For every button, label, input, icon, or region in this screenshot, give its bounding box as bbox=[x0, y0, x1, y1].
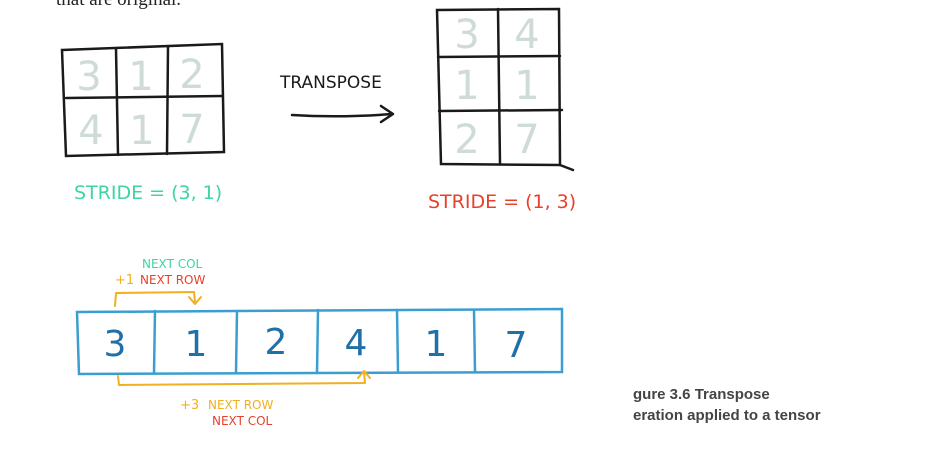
upper-step-label: +1 bbox=[115, 273, 134, 288]
transposed-cell: 7 bbox=[514, 117, 539, 163]
transposed-cell: 3 bbox=[454, 12, 479, 58]
storage-divider bbox=[472, 308, 477, 374]
figure-caption-line-1: gure 3.6 Transpose bbox=[633, 386, 770, 403]
transposed-cell: 4 bbox=[514, 12, 539, 58]
transposed-matrix-tail bbox=[558, 163, 575, 172]
upper-stride-bracket bbox=[114, 291, 202, 307]
storage-digits: 3 1 2 4 1 7 bbox=[104, 322, 528, 366]
lower-next-row-label: NEXT ROW bbox=[208, 398, 273, 412]
original-cell: 7 bbox=[179, 107, 204, 153]
original-cell: 1 bbox=[128, 54, 153, 100]
transposed-matrix bbox=[435, 7, 575, 172]
storage-divider bbox=[152, 309, 157, 375]
original-matrix-digits: 3 1 2 4 1 7 bbox=[76, 52, 204, 154]
storage-divider bbox=[395, 308, 400, 374]
storage-cell: 4 bbox=[345, 323, 368, 364]
storage-divider bbox=[234, 309, 239, 375]
storage-strip bbox=[75, 307, 564, 376]
transposed-matrix-digits: 3 4 1 1 2 7 bbox=[454, 12, 539, 163]
storage-strip-border bbox=[75, 307, 564, 376]
transpose-arrow bbox=[290, 104, 395, 124]
upper-next-col-label: NEXT COL bbox=[142, 257, 203, 271]
original-matrix-col-line bbox=[114, 47, 120, 157]
original-cell: 3 bbox=[76, 54, 101, 100]
transposed-cell: 1 bbox=[514, 63, 539, 109]
original-cell: 4 bbox=[78, 108, 103, 154]
original-matrix-col-line bbox=[165, 45, 170, 156]
storage-cell: 2 bbox=[265, 322, 288, 363]
figure-caption-line-2: eration applied to a tensor bbox=[633, 407, 821, 424]
lower-step-label: +3 bbox=[180, 398, 199, 413]
original-matrix bbox=[60, 42, 226, 158]
storage-divider bbox=[315, 308, 320, 375]
storage-cell: 1 bbox=[425, 324, 448, 365]
storage-cell: 3 bbox=[104, 324, 127, 365]
transpose-label: TRANSPOSE bbox=[279, 73, 382, 93]
transposed-cell: 2 bbox=[454, 117, 479, 163]
transposed-matrix-col-line bbox=[496, 7, 502, 166]
original-cell: 2 bbox=[179, 52, 204, 98]
top-text: that are original. bbox=[56, 0, 181, 11]
original-cell: 1 bbox=[129, 108, 154, 154]
original-stride-label: STRIDE = (3, 1) bbox=[74, 182, 222, 204]
lower-next-col-label: NEXT COL bbox=[212, 414, 273, 428]
lower-stride-bracket bbox=[117, 370, 371, 386]
transposed-stride-label: STRIDE = (1, 3) bbox=[428, 191, 576, 213]
original-matrix-row-line bbox=[64, 94, 224, 100]
upper-next-row-label: NEXT ROW bbox=[140, 273, 205, 287]
transposed-cell: 1 bbox=[454, 63, 479, 109]
storage-cell: 7 bbox=[505, 325, 528, 366]
storage-cell: 1 bbox=[185, 324, 208, 365]
